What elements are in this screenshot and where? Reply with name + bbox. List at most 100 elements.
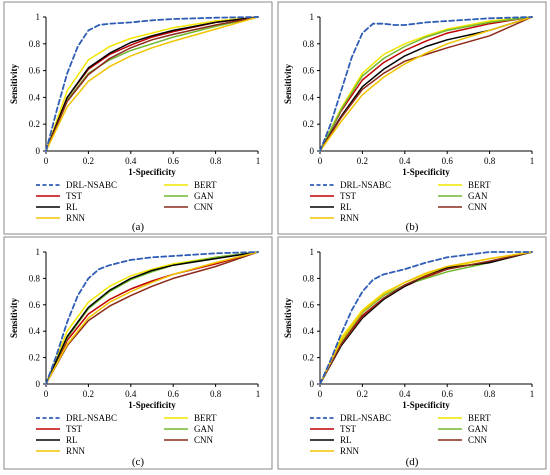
y-tick-label: 0.2 <box>29 353 40 363</box>
series-line-rnn <box>319 251 533 385</box>
legend-label: TST <box>66 424 83 434</box>
legend-label: RNN <box>340 213 360 223</box>
series-line-drl-nsabc <box>319 16 533 152</box>
legend-label: TST <box>340 191 357 201</box>
y-tick-label: 0.6 <box>303 66 315 76</box>
x-tick-label: 0.6 <box>442 156 454 166</box>
panel-caption: (a) <box>132 221 145 233</box>
panel-caption: (d) <box>406 456 419 468</box>
legend-label: BERT <box>194 413 217 423</box>
series-line-drl-nsabc <box>45 251 259 385</box>
chart-panel-b: 0 0.2 0.4 0.6 0.8 1 0 0.2 0.4 0.6 0.8 1 1-Specificit… <box>277 1 547 235</box>
x-tick-label: 0 <box>44 156 49 166</box>
legend: DRL-NSABC BERT TST GAN RL CNN RNN <box>36 180 217 223</box>
legend-label: RL <box>66 202 78 212</box>
x-axis-label: 1-Specificity <box>402 167 450 177</box>
x-tick-label: 0.2 <box>83 389 94 399</box>
series-line-rl <box>45 16 259 152</box>
legend-label: TST <box>340 424 357 434</box>
legend-label: TST <box>66 191 83 201</box>
legend: DRL-NSABC BERT TST GAN RL CNN RNN <box>36 413 217 456</box>
x-tick-label: 0.6 <box>168 389 180 399</box>
chart-panel-a: 0 0.2 0.4 0.6 0.8 1 0 0.2 0.4 0.6 0.8 1 1-Specificit… <box>3 1 273 235</box>
x-tick-label: 0.4 <box>125 389 137 399</box>
y-tick-label: 0 <box>36 379 41 389</box>
series-line-tst <box>319 16 533 152</box>
series-line-rl <box>45 251 259 385</box>
x-tick-label: 0.8 <box>210 156 222 166</box>
x-tick-label: 0.2 <box>357 156 368 166</box>
legend-label: RL <box>340 202 352 212</box>
y-tick-label: 0.2 <box>303 119 314 129</box>
y-tick-label: 0.2 <box>303 353 314 363</box>
legend-label: GAN <box>468 191 488 201</box>
x-axis-label: 1-Specificity <box>402 400 450 410</box>
y-tick-label: 0.6 <box>303 300 315 310</box>
legend: DRL-NSABC BERT TST GAN RL CNN RNN <box>310 413 491 456</box>
y-tick-label: 0 <box>310 379 315 389</box>
series-line-rnn <box>45 251 259 385</box>
legend-label: CNN <box>194 435 214 445</box>
y-tick-label: 0.4 <box>303 326 315 336</box>
series-line-tst <box>45 251 259 385</box>
legend-label: BERT <box>468 413 491 423</box>
y-tick-label: 1 <box>36 12 41 22</box>
y-tick-label: 0.8 <box>303 273 315 283</box>
y-tick-label: 0.4 <box>29 326 41 336</box>
legend-label: GAN <box>468 424 488 434</box>
legend-label: DRL-NSABC <box>66 413 117 423</box>
legend: DRL-NSABC BERT TST GAN RL CNN RNN <box>310 180 491 223</box>
y-tick-label: 0.4 <box>303 92 315 102</box>
x-tick-label: 0.4 <box>399 156 411 166</box>
y-tick-label: 0.8 <box>303 39 315 49</box>
legend-label: BERT <box>468 180 491 190</box>
series-line-drl-nsabc <box>319 251 533 385</box>
series-line-cnn <box>319 16 533 152</box>
legend-label: GAN <box>194 424 214 434</box>
series-line-gan <box>45 251 259 385</box>
series-line-bert <box>45 16 259 152</box>
chart-panel-c: 0 0.2 0.4 0.6 0.8 1 0 0.2 0.4 0.6 0.8 1 1-Specificit… <box>3 236 273 470</box>
legend-label: RNN <box>66 213 86 223</box>
legend-label: CNN <box>194 202 214 212</box>
panel-caption: (c) <box>132 456 145 468</box>
x-tick-label: 0.6 <box>168 156 180 166</box>
y-tick-label: 0.6 <box>29 300 41 310</box>
series-line-rnn <box>45 16 259 152</box>
y-axis-label: Sensitivity <box>9 298 19 339</box>
legend-label: RNN <box>66 446 86 456</box>
series-line-cnn <box>45 251 259 385</box>
legend-label: DRL-NSABC <box>340 413 391 423</box>
legend-label: RL <box>340 435 352 445</box>
series-line-bert <box>319 16 533 152</box>
y-tick-label: 0 <box>36 146 41 156</box>
x-tick-label: 0.2 <box>357 389 368 399</box>
legend-label: RL <box>66 435 78 445</box>
series-line-drl-nsabc <box>45 16 259 152</box>
y-tick-label: 1 <box>310 247 315 257</box>
x-tick-label: 0.6 <box>442 389 454 399</box>
x-tick-label: 1 <box>530 156 535 166</box>
y-axis-label: Sensitivity <box>9 64 19 105</box>
y-tick-label: 0.8 <box>29 39 41 49</box>
x-tick-label: 0.4 <box>399 389 411 399</box>
x-tick-label: 1 <box>256 156 261 166</box>
legend-label: CNN <box>468 202 488 212</box>
series-line-cnn <box>45 16 259 152</box>
x-tick-label: 0.4 <box>125 156 137 166</box>
legend-label: CNN <box>468 435 488 445</box>
series-line-rl <box>319 16 533 152</box>
panel-frame <box>277 236 547 470</box>
x-tick-label: 0 <box>318 389 323 399</box>
y-tick-label: 0.4 <box>29 92 41 102</box>
legend-label: GAN <box>194 191 214 201</box>
x-tick-label: 0.8 <box>210 389 222 399</box>
series-line-rnn <box>319 16 533 152</box>
x-axis-label: 1-Specificity <box>128 167 176 177</box>
y-tick-label: 0.6 <box>29 66 41 76</box>
x-tick-label: 0.8 <box>484 156 496 166</box>
y-axis-label: Sensitivity <box>283 298 293 339</box>
x-tick-label: 1 <box>256 389 261 399</box>
x-tick-label: 0 <box>318 156 323 166</box>
x-axis-label: 1-Specificity <box>128 400 176 410</box>
